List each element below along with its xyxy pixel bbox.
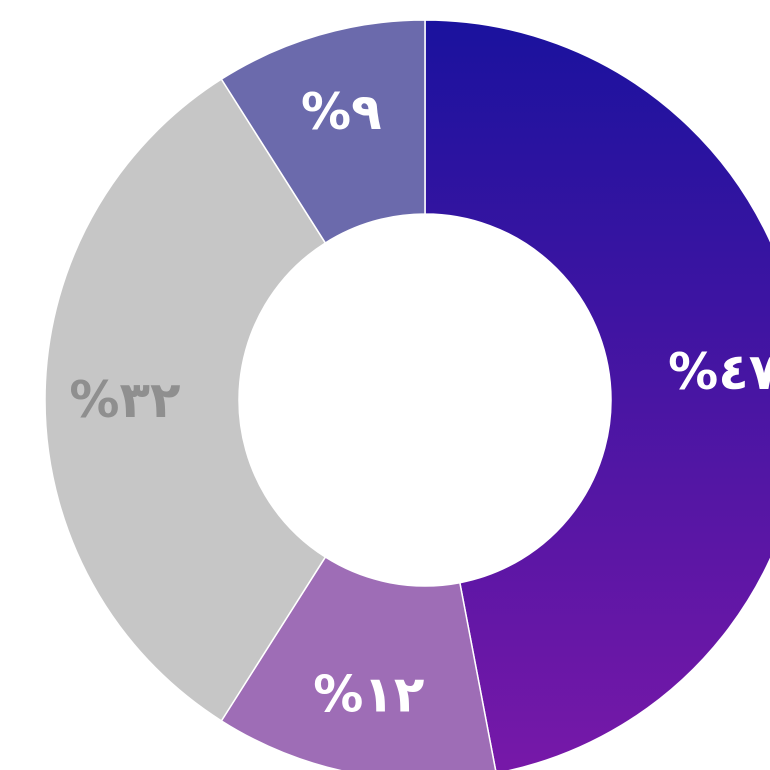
slice-label-3: %٩ (301, 83, 382, 141)
slice-label-2: %٣٢ (69, 371, 180, 429)
donut-slice-3 (220, 19, 426, 244)
donut-slice-2 (44, 78, 327, 722)
labels-layer: %٤٧ %١٢ %٣٢ %٩ (69, 83, 770, 724)
slice-label-1: %١٢ (313, 666, 424, 724)
donut-slice-1 (220, 556, 497, 770)
donut-slice-0 (424, 19, 770, 770)
slices-layer (44, 19, 770, 770)
slice-label-0: %٤٧ (668, 343, 770, 401)
